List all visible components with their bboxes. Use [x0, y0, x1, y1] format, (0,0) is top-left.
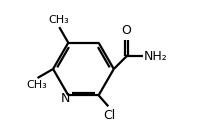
Text: NH₂: NH₂ [144, 50, 168, 63]
Text: Cl: Cl [103, 109, 115, 122]
Text: O: O [122, 24, 131, 37]
Text: CH₃: CH₃ [48, 15, 69, 25]
Text: N: N [61, 92, 70, 105]
Text: CH₃: CH₃ [26, 80, 47, 90]
